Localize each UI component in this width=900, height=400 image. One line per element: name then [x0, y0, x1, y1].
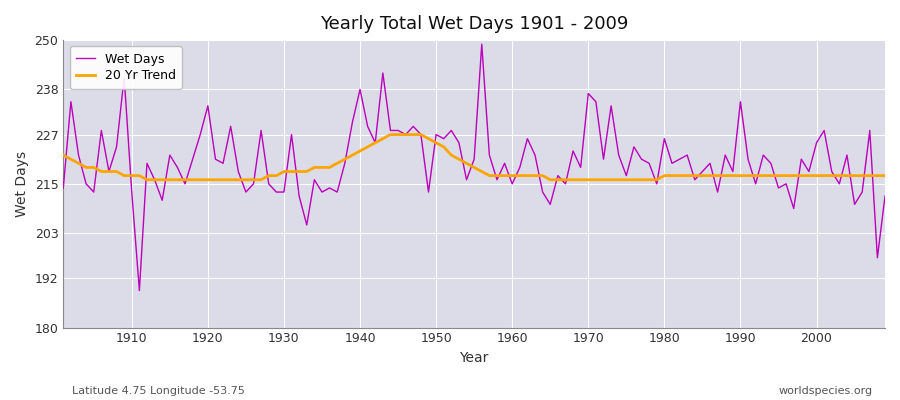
X-axis label: Year: Year — [460, 351, 489, 365]
Wet Days — [879, 194, 890, 198]
Line: Wet Days: Wet Days — [63, 44, 885, 291]
Wet Days — [293, 194, 304, 198]
Legend: Wet Days, 20 Yr Trend: Wet Days, 20 Yr Trend — [69, 46, 182, 89]
Wet Days — [134, 288, 145, 293]
Wet Days — [522, 136, 533, 141]
20 Yr Trend — [522, 173, 533, 178]
Y-axis label: Wet Days: Wet Days — [15, 151, 29, 217]
Title: Yearly Total Wet Days 1901 - 2009: Yearly Total Wet Days 1901 - 2009 — [320, 15, 628, 33]
Wet Days — [58, 186, 68, 190]
Wet Days — [476, 42, 487, 47]
20 Yr Trend — [293, 169, 304, 174]
Wet Days — [613, 153, 624, 158]
Line: 20 Yr Trend: 20 Yr Trend — [63, 134, 885, 180]
20 Yr Trend — [141, 177, 152, 182]
20 Yr Trend — [515, 173, 526, 178]
Wet Days — [515, 165, 526, 170]
Wet Days — [119, 75, 130, 80]
20 Yr Trend — [385, 132, 396, 137]
Text: worldspecies.org: worldspecies.org — [778, 386, 873, 396]
20 Yr Trend — [339, 157, 350, 162]
20 Yr Trend — [119, 173, 130, 178]
Text: Latitude 4.75 Longitude -53.75: Latitude 4.75 Longitude -53.75 — [72, 386, 245, 396]
Wet Days — [339, 161, 350, 166]
20 Yr Trend — [879, 173, 890, 178]
20 Yr Trend — [58, 153, 68, 158]
20 Yr Trend — [613, 177, 624, 182]
